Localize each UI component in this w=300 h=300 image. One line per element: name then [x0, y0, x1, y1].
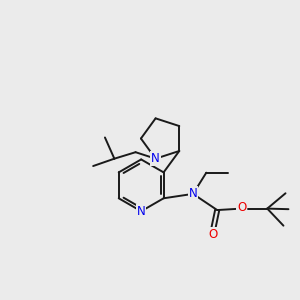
Text: O: O	[208, 228, 218, 241]
Text: O: O	[237, 201, 247, 214]
Text: N: N	[137, 205, 146, 218]
Text: N: N	[151, 152, 160, 165]
Text: N: N	[189, 188, 197, 200]
